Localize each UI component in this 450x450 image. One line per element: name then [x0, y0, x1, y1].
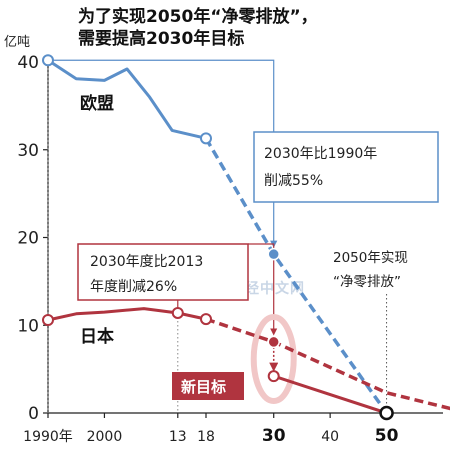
japan-point-2030-old-target: [267, 335, 280, 349]
japan-new-target-line: [273, 374, 388, 415]
x-tick-label: 50: [375, 426, 399, 446]
x-tick-label: 13: [169, 429, 187, 445]
japan-annotation-line-1: 2030年度比2013: [90, 254, 203, 270]
tick-labels: 0 10 20 30 40 1990年 2000 13 18 30 40 50: [17, 53, 398, 446]
japan-point-2018: [200, 313, 212, 326]
eu-point-2030: [267, 247, 280, 261]
y-tick-label: 30: [17, 141, 39, 161]
new-target-badge: [172, 372, 244, 400]
series-markers: [42, 54, 394, 421]
new-target-label: 新目标: [181, 378, 226, 396]
japan-point-1990: [42, 313, 54, 326]
annotations: [47, 59, 388, 413]
japan-projection-line: [205, 317, 450, 411]
series-lines: [47, 58, 450, 415]
y-tick-label: 20: [17, 229, 39, 249]
eu-actual-line: [47, 58, 207, 140]
y-tick-label: 0: [28, 404, 39, 424]
eu-annotation-line-1: 2030年比1990年: [264, 146, 377, 162]
japan-annotation-box: [77, 243, 249, 301]
eu-annotation-line-2: 削减55%: [264, 173, 323, 189]
y-tick-label: 10: [17, 316, 39, 336]
x-tick-label: 2000: [87, 429, 123, 445]
japan-annotation-line-2: 年度削减26%: [90, 279, 177, 295]
x-tick-label: 30: [262, 426, 286, 446]
x-tick-label: 18: [197, 429, 215, 445]
eu-point-2018: [200, 132, 212, 145]
chart-title-line-2: 需要提高2030年目标: [78, 28, 244, 49]
japan-connector-right: [248, 243, 278, 336]
net-zero-annotation-line-2: “净零排放”: [333, 274, 401, 290]
eu-annotation-box: [253, 131, 439, 203]
net-zero-endpoint: [379, 405, 394, 421]
y-unit-label: 亿吨: [4, 35, 30, 50]
series-label-eu: 欧盟: [80, 93, 114, 114]
series-label-japan: 日本: [80, 326, 114, 347]
japan-point-2013: [171, 306, 184, 319]
japan-point-2030-new-target: [267, 370, 280, 383]
y-tick-label: 40: [17, 53, 39, 73]
x-tick-label: 40: [321, 429, 339, 445]
new-target-highlight: [250, 314, 297, 405]
x-tick-label: 1990年: [23, 429, 73, 445]
net-zero-annotation-line-1: 2050年实现: [333, 250, 408, 266]
eu-connector: [48, 59, 278, 248]
eu-point-1990: [42, 54, 54, 67]
chart-title-line-1: 为了实现2050年“净零排放”，: [78, 6, 318, 27]
